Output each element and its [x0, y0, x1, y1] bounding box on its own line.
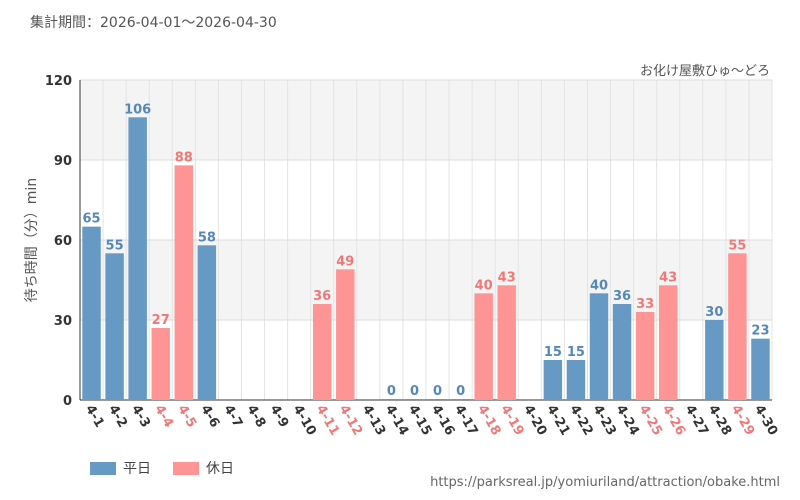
legend-swatch-weekday: [90, 461, 116, 475]
data-label-4-28: 30: [705, 305, 723, 320]
data-label-4-18: 40: [475, 278, 493, 293]
bar-4-18: [474, 293, 493, 400]
bar-4-12: [336, 269, 355, 400]
data-label-4-3: 106: [124, 102, 151, 117]
x-tick-label-4-5: 4-5: [174, 403, 199, 431]
x-tick-label-4-30: 4-30: [751, 403, 780, 439]
bar-4-29: [728, 253, 747, 400]
data-label-4-15: 0: [410, 384, 419, 399]
data-label-4-4: 27: [152, 313, 170, 328]
bar-4-28: [705, 320, 724, 400]
data-label-4-24: 36: [613, 289, 631, 304]
data-label-4-2: 55: [106, 238, 124, 253]
data-label-4-12: 49: [336, 254, 354, 269]
bar-4-26: [658, 285, 678, 400]
x-tick-label-4-2: 4-2: [105, 403, 130, 431]
period-label: 集計期間：2026-04-01～2026-04-30: [30, 15, 277, 31]
x-tick-label-4-1: 4-1: [82, 403, 107, 431]
y-tick-label: 30: [54, 314, 72, 329]
bar-4-5: [174, 165, 194, 400]
legend-item-weekday: 平日: [90, 458, 151, 478]
data-label-4-6: 58: [198, 230, 216, 245]
legend-item-holiday: 休日: [173, 458, 234, 478]
y-tick-label: 120: [45, 74, 72, 89]
x-tick-label-4-4: 4-4: [151, 403, 176, 431]
attraction-name: お化け屋敷ひゅ～どろ: [639, 64, 770, 79]
data-label-4-11: 36: [313, 289, 331, 304]
data-label-4-21: 15: [544, 345, 562, 360]
x-tick-label-4-3: 4-3: [128, 403, 153, 431]
source-url: https://parksreal.jp/yomiuriland/attract…: [430, 475, 780, 490]
bar-4-17: [451, 399, 470, 400]
bar-4-15: [405, 399, 424, 400]
bar-4-25: [635, 312, 655, 400]
x-tick-label-4-9: 4-9: [267, 403, 292, 431]
bar-4-22: [566, 360, 586, 400]
data-label-4-16: 0: [433, 384, 442, 399]
data-label-4-29: 55: [728, 238, 746, 253]
bar-4-11: [312, 304, 332, 400]
y-tick-label: 0: [63, 394, 72, 409]
data-label-4-19: 43: [498, 270, 516, 285]
legend-label-weekday: 平日: [123, 461, 151, 477]
bar-4-19: [497, 285, 516, 400]
x-tick-label-4-7: 4-7: [220, 403, 245, 431]
data-label-4-5: 88: [175, 150, 193, 165]
data-label-4-25: 33: [636, 297, 654, 312]
data-label-4-30: 23: [751, 324, 769, 339]
y-tick-label: 60: [54, 234, 72, 249]
bar-4-1: [82, 226, 101, 400]
bar-4-30: [751, 338, 770, 400]
data-label-4-23: 40: [590, 278, 608, 293]
bar-4-4: [151, 328, 170, 400]
data-label-4-17: 0: [456, 384, 465, 399]
y-axis-title: 待ち時間（分）min: [24, 178, 40, 302]
data-label-4-26: 43: [659, 270, 677, 285]
x-tick-label-4-8: 4-8: [244, 403, 269, 431]
bar-4-16: [428, 399, 447, 400]
legend-label-holiday: 休日: [206, 461, 234, 477]
bar-4-24: [612, 304, 632, 400]
y-tick-label: 90: [54, 154, 72, 169]
legend-swatch-holiday: [173, 461, 199, 475]
data-label-4-14: 0: [387, 384, 396, 399]
bar-4-14: [382, 399, 401, 400]
x-tick-label-4-6: 4-6: [197, 403, 222, 431]
legend: 平日 休日: [90, 458, 234, 478]
data-label-4-1: 65: [82, 212, 100, 227]
bar-4-6: [197, 245, 217, 400]
bar-4-2: [105, 253, 124, 400]
bar-4-23: [589, 293, 609, 400]
bar-4-3: [128, 117, 147, 400]
bar-4-21: [543, 360, 563, 400]
data-label-4-22: 15: [567, 345, 585, 360]
